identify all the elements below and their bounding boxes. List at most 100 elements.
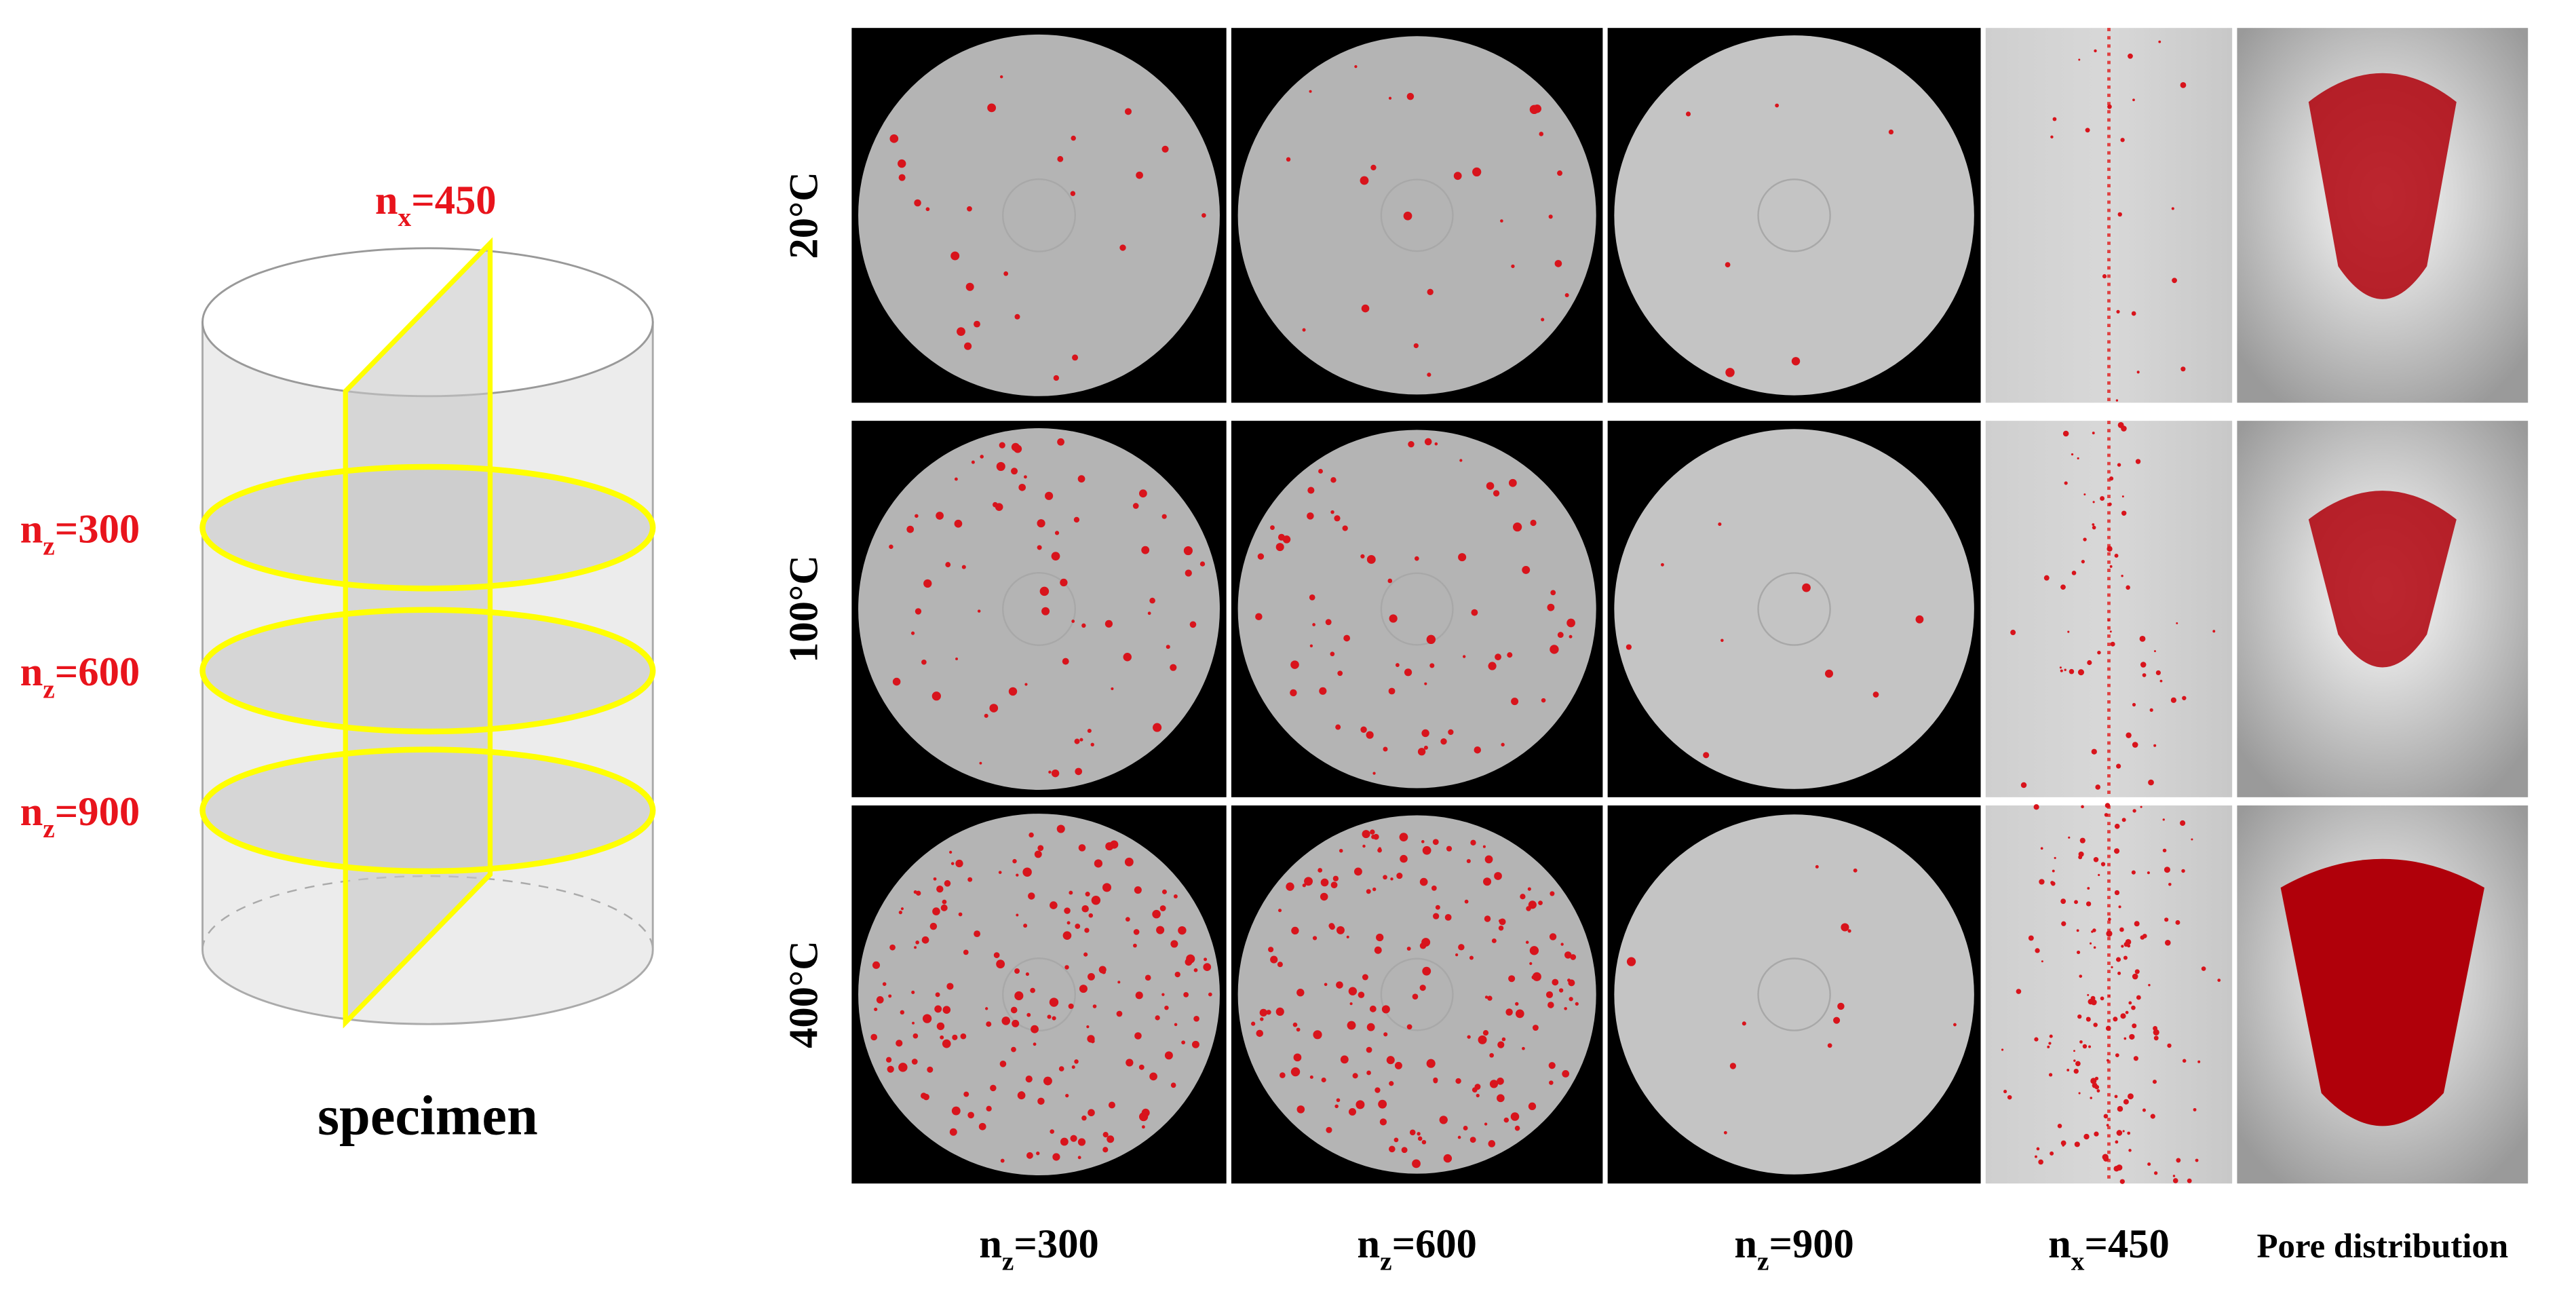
pore (2150, 1114, 2155, 1119)
pore (2106, 930, 2113, 937)
pore (2132, 809, 2136, 813)
pore (1081, 1115, 1087, 1121)
pore (1185, 569, 1192, 577)
pore (1422, 966, 1431, 976)
pore (1320, 892, 1328, 901)
pore (1053, 375, 1060, 381)
pore (2062, 1144, 2064, 1147)
pore (1334, 1104, 1339, 1109)
pore (951, 1106, 961, 1116)
pore (940, 904, 948, 911)
pore (1330, 881, 1338, 889)
pore (1360, 726, 1367, 733)
pore (2180, 820, 2186, 826)
pore (1022, 867, 1032, 877)
pore (1888, 129, 1894, 135)
pore (1077, 1138, 1086, 1146)
label-base: n (375, 178, 398, 223)
pore (1011, 442, 1020, 451)
pore (1388, 1145, 1396, 1153)
pore (1550, 891, 1555, 896)
pore (2093, 946, 2096, 949)
pore (1275, 1007, 1284, 1016)
pore (915, 514, 919, 518)
pore (1174, 971, 1180, 978)
pore (1370, 829, 1375, 835)
pore (1016, 873, 1019, 877)
pore (984, 713, 988, 718)
pore (940, 1035, 944, 1040)
pore (1361, 304, 1370, 313)
pore (1257, 553, 1265, 560)
pore (1011, 468, 1018, 475)
pore (2049, 1034, 2053, 1038)
pore (1117, 981, 1121, 984)
pore (1564, 1007, 1567, 1010)
label-sub: z (1757, 1246, 1769, 1276)
pore (1170, 940, 1178, 948)
pore (2073, 1050, 2075, 1052)
pore (1016, 913, 1019, 917)
pore (2100, 862, 2106, 867)
pore (958, 912, 963, 917)
pore (1500, 219, 1503, 223)
pore (2123, 1099, 2129, 1105)
pore (2128, 53, 2133, 59)
pore (2147, 871, 2150, 875)
pore (1023, 924, 1028, 928)
pore (1511, 264, 1515, 269)
label-base: n (20, 789, 43, 835)
pore (2064, 481, 2068, 485)
pore (1406, 1024, 1412, 1030)
pore (1286, 157, 1291, 162)
pore (1326, 1126, 1332, 1133)
pore (2125, 1010, 2129, 1014)
pore (1548, 1062, 1556, 1069)
pore (2127, 1131, 2131, 1135)
pore (921, 660, 927, 665)
pore (1309, 1075, 1313, 1079)
pore (1718, 522, 1722, 527)
pore (1026, 1152, 1033, 1159)
pore (1135, 991, 1143, 1000)
pore (1070, 1135, 1077, 1142)
pore (2168, 883, 2172, 886)
pore (910, 631, 915, 635)
pore (2115, 1053, 2119, 1057)
pore (1482, 1030, 1489, 1036)
pore (1550, 645, 1559, 654)
pore (1075, 767, 1083, 776)
pore (974, 930, 981, 938)
pore (2149, 708, 2153, 712)
pore (1395, 663, 1400, 667)
pore (1018, 483, 1026, 491)
pore (963, 949, 969, 955)
pore (1515, 1009, 1524, 1019)
pore (1074, 1059, 1079, 1064)
pore (1419, 877, 1428, 886)
pore (935, 992, 940, 998)
pore (2085, 128, 2090, 133)
pore (1185, 958, 1193, 966)
pore (1091, 896, 1101, 905)
pore (2085, 901, 2092, 907)
slice-label: nz=600 (20, 649, 140, 704)
pore (2131, 311, 2136, 316)
image-grid (851, 28, 2529, 1184)
pore (1051, 769, 1060, 778)
pore (2094, 1084, 2100, 1090)
ring (1757, 572, 1831, 646)
pore (2094, 49, 2097, 53)
pore (1569, 997, 1573, 1002)
label-sub: x (398, 202, 412, 232)
pore (2172, 1175, 2176, 1177)
pore (1008, 687, 1018, 696)
pore (1033, 1042, 1037, 1046)
pore (889, 544, 893, 550)
pore (1833, 1016, 1841, 1024)
pore (934, 1005, 942, 1013)
pore (1837, 1002, 1845, 1010)
pore (2116, 1130, 2123, 1136)
pore (2083, 1133, 2090, 1140)
pore (925, 207, 930, 212)
